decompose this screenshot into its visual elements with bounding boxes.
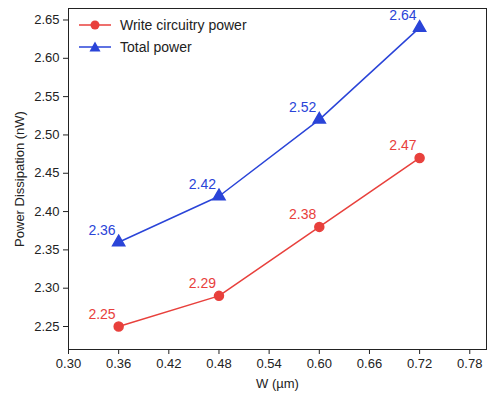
svg-text:2.60: 2.60 bbox=[34, 50, 59, 65]
svg-text:W (µm): W (µm) bbox=[256, 376, 299, 391]
svg-text:0.54: 0.54 bbox=[256, 356, 281, 371]
svg-text:2.52: 2.52 bbox=[289, 99, 316, 115]
html-text:Total power: Total power bbox=[120, 39, 192, 55]
svg-text:2.42: 2.42 bbox=[189, 176, 216, 192]
svg-text:0.48: 0.48 bbox=[206, 356, 231, 371]
svg-text:0.30: 0.30 bbox=[56, 356, 81, 371]
svg-text:2.64: 2.64 bbox=[389, 7, 416, 23]
svg-text:0.36: 0.36 bbox=[106, 356, 131, 371]
svg-text:0.72: 0.72 bbox=[407, 356, 432, 371]
svg-text:2.65: 2.65 bbox=[34, 12, 59, 27]
svg-text:2.30: 2.30 bbox=[34, 280, 59, 295]
svg-text:2.45: 2.45 bbox=[34, 165, 59, 180]
svg-text:2.38: 2.38 bbox=[289, 206, 316, 222]
svg-text:2.35: 2.35 bbox=[34, 242, 59, 257]
svg-text:2.47: 2.47 bbox=[389, 137, 416, 153]
svg-text:0.66: 0.66 bbox=[357, 356, 382, 371]
svg-text:0.78: 0.78 bbox=[457, 356, 482, 371]
svg-text:2.50: 2.50 bbox=[34, 127, 59, 142]
svg-text:2.40: 2.40 bbox=[34, 204, 59, 219]
html-text:Write circuitry power: Write circuitry power bbox=[120, 17, 247, 33]
svg-text:2.36: 2.36 bbox=[88, 222, 115, 238]
svg-text:2.25: 2.25 bbox=[88, 306, 115, 322]
svg-text:2.29: 2.29 bbox=[189, 275, 216, 291]
svg-text:2.55: 2.55 bbox=[34, 89, 59, 104]
svg-text:Power Dissipation (nW): Power Dissipation (nW) bbox=[12, 111, 27, 247]
svg-text:0.42: 0.42 bbox=[156, 356, 181, 371]
svg-text:0.60: 0.60 bbox=[307, 356, 332, 371]
svg-text:2.25: 2.25 bbox=[34, 319, 59, 334]
